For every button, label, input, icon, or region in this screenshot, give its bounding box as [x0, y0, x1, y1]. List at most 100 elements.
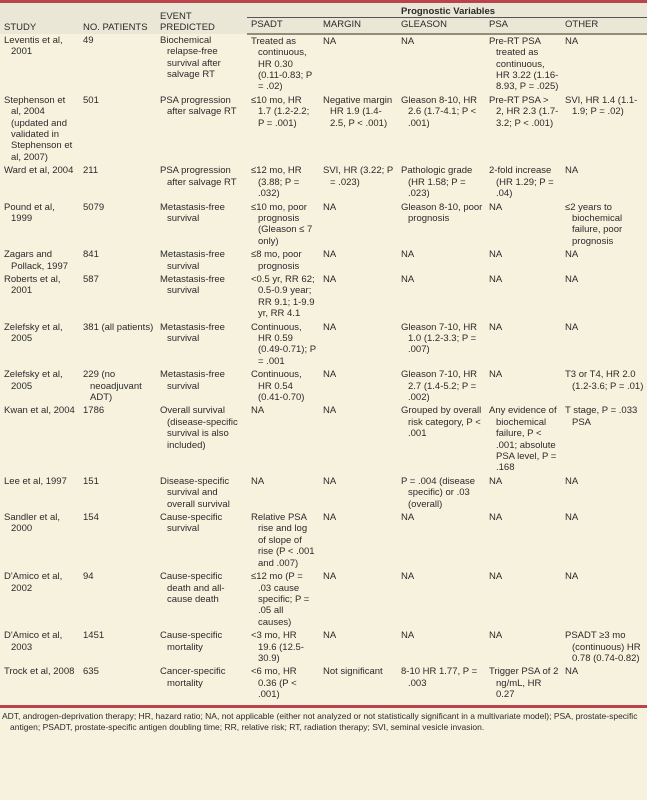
cell-margin: NA	[319, 248, 397, 273]
cell-text: Not significant	[323, 666, 383, 678]
cell-text: Grouped by overall risk category, P < .0…	[401, 405, 482, 440]
cell-gleason: Gleason 8-10, HR 2.6 (1.7-4.1; P < .001)	[397, 94, 485, 164]
cell-margin: NA	[319, 273, 397, 321]
cell-text: NA	[323, 249, 337, 261]
cell-patients: 154	[79, 511, 156, 570]
cell-other: T stage, P = .033 PSA	[561, 404, 647, 474]
cell-margin: NA	[319, 570, 397, 629]
cell-text: T stage, P = .033 PSA	[565, 405, 638, 428]
cell-text: 49	[83, 34, 94, 46]
cell-patients: 1786	[79, 404, 156, 474]
col-header-study: STUDY	[0, 3, 79, 34]
cell-text: T3 or T4, HR 2.0 (1.2-3.6; P = .01)	[565, 369, 644, 392]
cell-text: NA	[565, 273, 579, 285]
cell-text: NA	[565, 571, 579, 583]
cell-gleason: Gleason 8-10, poor prognosis	[397, 201, 485, 249]
cell-study: Zagars and Pollack, 1997	[0, 248, 79, 273]
cell-text: Relative PSA rise and log of slope of ri…	[251, 512, 315, 569]
cell-patients: 1451	[79, 629, 156, 665]
cell-text: Kwan et al, 2004	[4, 405, 75, 417]
cell-event: Cause-specific survival	[156, 511, 247, 570]
cell-margin: NA	[319, 368, 397, 404]
cell-text: Ward et al, 2004	[4, 165, 74, 177]
cell-text: NA	[489, 273, 503, 285]
cell-event: Metastasis-free survival	[156, 321, 247, 369]
cell-text: Biochemical relapse-free survival after …	[160, 34, 221, 81]
col-header-patients: NO. PATIENTS	[79, 3, 156, 34]
cell-margin: SVI, HR (3.22; P = .023)	[319, 164, 397, 200]
cell-psa: NA	[485, 273, 561, 321]
cell-text: Metastasis-free survival	[160, 321, 225, 344]
table-row: Trock et al, 2008 635 Cancer-specific mort…	[0, 665, 647, 701]
cell-study: Leventis et al, 2001	[0, 34, 79, 94]
cell-other: NA	[561, 511, 647, 570]
cell-other: NA	[561, 248, 647, 273]
cell-psadt: <6 mo, HR 0.36 (P < .001)	[247, 665, 319, 701]
cell-text: ≤2 years to biochemical failure, poor pr…	[565, 201, 623, 247]
cell-text: NA	[565, 475, 579, 487]
cell-text: Treated as continuous, HR 0.30 (0.11-0.8…	[251, 35, 313, 93]
bottom-rule	[0, 704, 647, 708]
cell-text: NA	[323, 369, 337, 381]
cell-text: PSADT ≥3 mo (continuous) HR 0.78 (0.74-0…	[565, 630, 641, 664]
cell-psadt: Relative PSA rise and log of slope of ri…	[247, 511, 319, 570]
cell-study: Sandler et al, 2000	[0, 511, 79, 570]
cell-text: Trock et al, 2008	[4, 666, 75, 678]
cell-other: PSADT ≥3 mo (continuous) HR 0.78 (0.74-0…	[561, 629, 647, 665]
cell-event: Cause-specific mortality	[156, 629, 247, 665]
cell-text: Metastasis-free survival	[160, 249, 225, 272]
cell-text: Any evidence of biochemical failure, P <…	[489, 405, 557, 474]
cell-margin: Negative margin HR 1.9 (1.4-2.5, P < .00…	[319, 94, 397, 164]
cell-other: SVI, HR 1.4 (1.1-1.9; P = .02)	[561, 94, 647, 164]
cell-text: 154	[83, 512, 99, 524]
cell-gleason: NA	[397, 273, 485, 321]
cell-text: Sandler et al, 2000	[4, 512, 60, 535]
table-row: Roberts et al, 2001 587 Metastasis-free su…	[0, 273, 647, 321]
cell-margin: Not significant	[319, 665, 397, 701]
cell-text: NA	[489, 630, 503, 642]
cell-text: Pound et al, 1999	[4, 201, 55, 224]
cell-text: Cause-specific survival	[160, 512, 223, 535]
cell-margin: NA	[319, 629, 397, 665]
cell-event: Cancer-specific mortality	[156, 665, 247, 701]
cell-gleason: Grouped by overall risk category, P < .0…	[397, 404, 485, 474]
cell-psadt: ≤10 mo, HR 1.7 (1.2-2.2; P = .001)	[247, 94, 319, 164]
col-header-margin: MARGIN	[319, 17, 397, 35]
cell-text: NA	[565, 249, 579, 261]
cell-other: NA	[561, 164, 647, 200]
cell-text: Continuous, HR 0.54 (0.41-0.70)	[251, 369, 305, 403]
col-header-psa: PSA	[485, 17, 561, 35]
cell-event: Cause-specific death and all-cause death	[156, 570, 247, 629]
cell-psadt: Treated as continuous, HR 0.30 (0.11-0.8…	[247, 34, 319, 94]
cell-margin: NA	[319, 404, 397, 474]
cell-text: Metastasis-free survival	[160, 369, 225, 392]
cell-study: Kwan et al, 2004	[0, 404, 79, 474]
cell-gleason: Gleason 7-10, HR 1.0 (1.2-3.3; P = .007)	[397, 321, 485, 369]
cell-study: Lee et al, 1997	[0, 475, 79, 511]
cell-event: Metastasis-free survival	[156, 368, 247, 404]
col-header-psadt: PSADT	[247, 17, 319, 35]
cell-text: NA	[323, 405, 337, 417]
cell-study: Ward et al, 2004	[0, 164, 79, 200]
table-row: Ward et al, 2004 211 PSA progression after…	[0, 164, 647, 200]
cell-text: NA	[565, 666, 579, 678]
cell-text: Overall survival (disease-specific survi…	[160, 405, 238, 451]
cell-text: Lee et al, 1997	[4, 475, 67, 487]
cell-margin: NA	[319, 34, 397, 94]
cell-text: NA	[565, 165, 579, 177]
cell-text: NA	[401, 273, 415, 285]
table-row: Pound et al, 1999 5079 Metastasis-free sur…	[0, 201, 647, 249]
cell-text: NA	[489, 249, 503, 261]
cell-text: ≤8 mo, poor prognosis	[251, 249, 302, 272]
cell-psa: NA	[485, 629, 561, 665]
cell-other: NA	[561, 321, 647, 369]
cell-text: 94	[83, 571, 94, 583]
cell-other: NA	[561, 665, 647, 701]
cell-text: ≤10 mo, poor prognosis (Gleason ≤ 7 only…	[251, 201, 313, 247]
cell-margin: NA	[319, 201, 397, 249]
cell-text: 2-fold increase (HR 1.29; P = .04)	[489, 165, 554, 200]
cell-margin: NA	[319, 475, 397, 511]
table-row: Zelefsky et al, 2005 381 (all patients) Me…	[0, 321, 647, 369]
cell-text: Pre-RT PSA treated as continuous, HR 3.2…	[489, 35, 559, 93]
cell-text: Continuous, HR 0.59 (0.49-0.71); P = .00…	[251, 321, 316, 367]
